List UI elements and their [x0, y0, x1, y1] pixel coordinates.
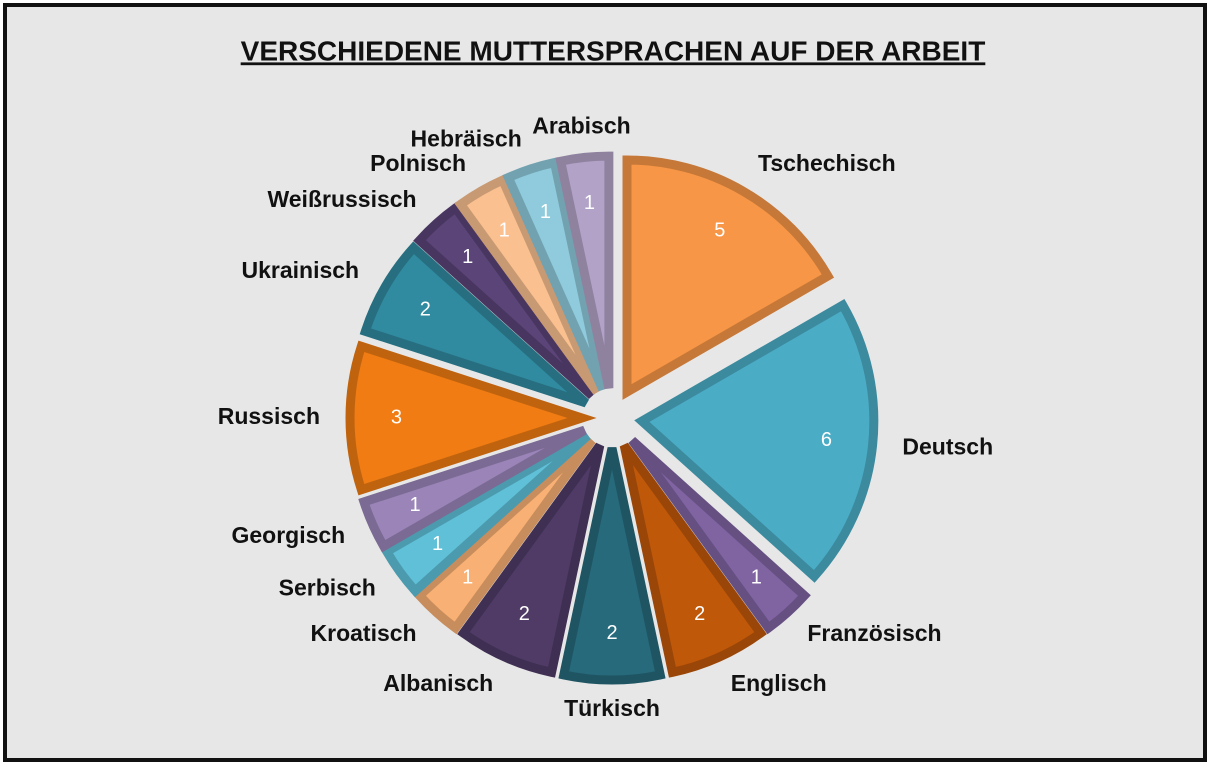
value-label: 1: [751, 567, 762, 589]
pie-slice: [358, 425, 587, 553]
category-label: Ukrainisch: [242, 257, 360, 283]
category-label: Serbisch: [279, 575, 376, 601]
value-label: 3: [391, 406, 402, 428]
pie-slice: [619, 442, 767, 678]
pie-slice: [413, 201, 596, 400]
value-label: 2: [420, 298, 431, 320]
category-label: Englisch: [731, 670, 827, 696]
pie-slice: [454, 174, 602, 395]
value-label: 1: [462, 567, 473, 589]
value-label: 1: [409, 494, 420, 516]
pie-slice: [555, 151, 614, 390]
pie-slice: [345, 340, 597, 496]
pie-slice: [413, 436, 596, 635]
category-label: Türkisch: [564, 695, 660, 721]
category-label: Polnisch: [370, 150, 466, 176]
pie-slice: [558, 447, 666, 685]
category-label: Deutsch: [902, 434, 993, 460]
category-label: Russisch: [218, 403, 320, 429]
value-label: 2: [606, 622, 617, 644]
category-label: Tschechisch: [758, 150, 896, 176]
category-label: Arabisch: [532, 113, 630, 139]
pie-slice: [634, 298, 879, 583]
pie-slice: [457, 442, 605, 678]
pie-slice: [359, 241, 590, 408]
value-label: 2: [519, 603, 530, 625]
value-label: 1: [462, 246, 473, 268]
value-label: 1: [432, 533, 443, 555]
category-label: Französisch: [807, 620, 941, 646]
value-label: 6: [821, 429, 832, 451]
chart-title: VERSCHIEDENE MUTTERSPRACHEN AUF DER ARBE…: [241, 35, 986, 66]
value-label: 2: [694, 603, 705, 625]
pie-slice: [502, 157, 608, 392]
category-label: Albanisch: [383, 670, 493, 696]
value-label: 1: [540, 201, 551, 223]
value-label: 5: [714, 220, 725, 242]
pie-slice: [622, 155, 835, 400]
category-label: Kroatisch: [311, 620, 417, 646]
category-label: Georgisch: [231, 522, 345, 548]
value-label: 1: [499, 220, 510, 242]
pie-slice: [628, 436, 811, 635]
pie-slice: [380, 431, 591, 598]
value-label: 1: [584, 192, 595, 214]
category-label: Weißrussisch: [267, 186, 416, 212]
category-label: Hebräisch: [411, 125, 522, 151]
